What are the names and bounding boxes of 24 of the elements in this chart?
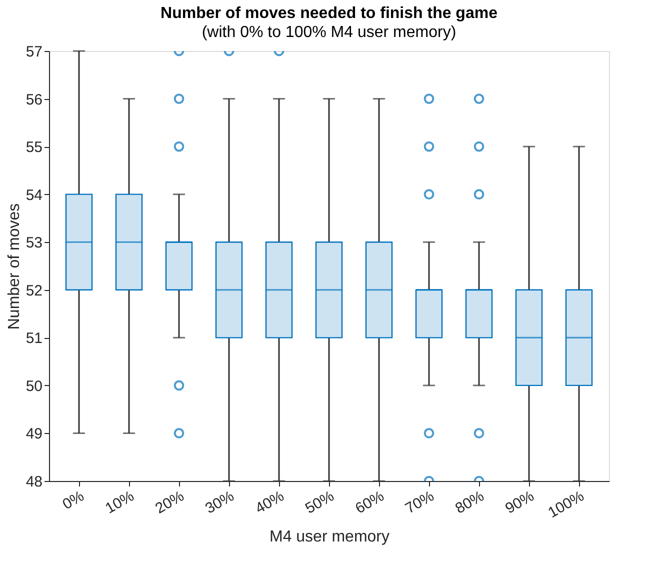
y-tick-label: 48 [26, 474, 42, 490]
x-tick-label: 0% [60, 488, 87, 514]
chart-title: Number of moves needed to finish the game [160, 5, 498, 22]
y-axis-title: Number of moves [6, 203, 23, 330]
y-tick-label: 52 [26, 282, 42, 300]
x-tick-label: 70% [402, 488, 437, 518]
x-axis-title: M4 user memory [269, 528, 390, 546]
x-tick-label: 90% [502, 488, 537, 518]
y-tick-label: 49 [26, 426, 42, 443]
y-tick-label: 56 [26, 91, 42, 108]
x-tick-label: 60% [352, 488, 387, 518]
y-tick-label: 50 [26, 378, 42, 395]
x-tick-label: 10% [102, 488, 137, 518]
x-tick-label: 80% [452, 488, 487, 518]
y-tick-label: 54 [26, 186, 42, 204]
x-tick-label: 40% [252, 488, 287, 518]
y-tick-label: 51 [26, 330, 42, 348]
x-tick-label: 50% [302, 488, 337, 518]
y-tick-label: 55 [26, 139, 42, 156]
chart-subtitle: (with 0% to 100% M4 user memory) [202, 24, 456, 41]
y-tick-label: 53 [26, 234, 42, 252]
y-tick-label: 57 [26, 44, 42, 60]
x-tick-label: 20% [152, 488, 187, 518]
x-tick-label: 30% [202, 488, 237, 518]
